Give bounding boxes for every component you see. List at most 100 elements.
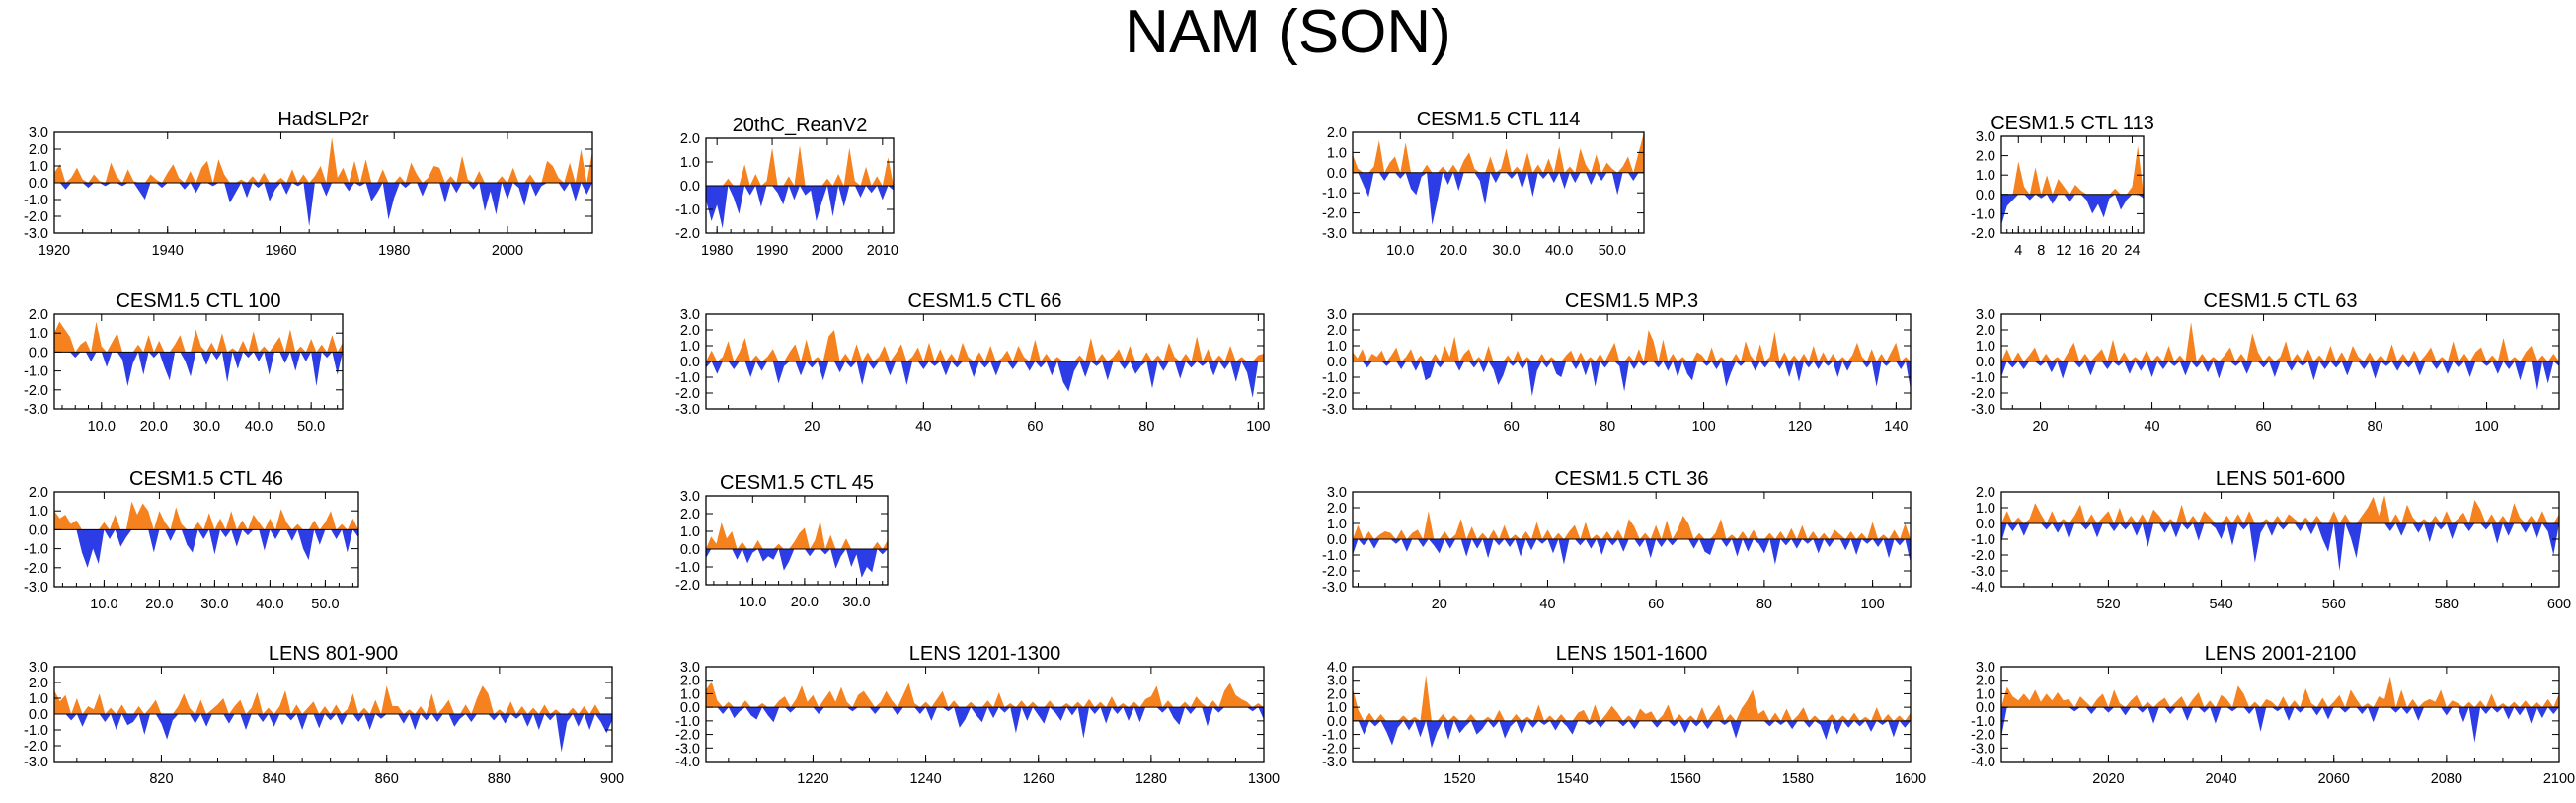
negative-anomaly-area — [706, 186, 894, 229]
panel-title: LENS 801-900 — [269, 643, 398, 665]
x-tick-label: 120 — [1788, 419, 1812, 435]
y-tick-label: 3.0 — [1976, 129, 1995, 145]
y-tick-label: -2.0 — [675, 728, 700, 744]
y-tick-label: -2.0 — [675, 226, 700, 242]
y-tick-label: 2.0 — [680, 507, 700, 522]
x-tick-label: 1560 — [1670, 771, 1701, 787]
y-tick-label: -3.0 — [24, 402, 48, 418]
panel-title: LENS 1501-1600 — [1556, 643, 1707, 665]
x-tick-label: 1240 — [909, 771, 941, 787]
panel-title: HadSLP2r — [277, 109, 369, 130]
x-tick-label: 80 — [1138, 419, 1154, 435]
panel-title: CESM1.5 MP.3 — [1565, 290, 1698, 312]
negative-anomaly-area — [54, 183, 592, 227]
x-tick-label: 1260 — [1023, 771, 1054, 787]
x-tick-label: 80 — [2367, 419, 2382, 435]
panel-title: CESM1.5 CTL 45 — [720, 472, 874, 494]
y-tick-label: -3.0 — [675, 402, 700, 418]
y-tick-label: -2.0 — [24, 739, 48, 755]
plot-frame — [705, 495, 889, 586]
negative-anomaly-area — [54, 352, 343, 386]
x-tick-label: 580 — [2435, 597, 2459, 612]
y-tick-label: 0.0 — [680, 700, 700, 716]
x-tick-label: 50.0 — [297, 419, 325, 435]
x-tick-label: 20 — [2032, 419, 2048, 435]
y-tick-label: 2.0 — [29, 676, 48, 691]
negative-anomaly-area — [706, 361, 1264, 398]
y-tick-label: -2.0 — [675, 386, 700, 402]
chart-panel-7: CESM1.5 CTL 63 -3.0-2.0-1.00.01.02.03.0 20… — [1971, 290, 2560, 435]
x-tick-label: 140 — [1884, 419, 1908, 435]
x-tick-label: 12 — [2056, 243, 2071, 259]
y-tick-label: 3.0 — [1327, 674, 1347, 689]
y-tick-label: -3.0 — [1322, 402, 1347, 418]
y-tick-label: 2.0 — [1327, 323, 1347, 339]
plot-frame — [53, 491, 359, 588]
y-tick-label: 2.0 — [1327, 686, 1347, 702]
x-tick-label: 60 — [1504, 419, 1520, 435]
y-tick-label: -1.0 — [1322, 370, 1347, 386]
x-tick-label: 1600 — [1895, 771, 1926, 787]
x-tick-label: 100 — [1246, 419, 1270, 435]
negative-anomaly-area — [1353, 172, 1644, 225]
x-tick-label: 20 — [1432, 597, 1447, 612]
chart-panel-3: CESM1.5 CTL 113 -2.0 -1.0 0.0 1.0 2.0 3.0 4 8 12 1… — [1971, 113, 2154, 259]
x-tick-label: 1980 — [701, 243, 733, 259]
x-tick-label: 40.0 — [256, 597, 283, 612]
y-tick-label: -3.0 — [24, 226, 48, 242]
y-tick-label: 2.0 — [1327, 501, 1347, 517]
y-tick-label: -1.0 — [24, 193, 48, 208]
chart-panel-13: LENS 1201-1300 -4.0-3.0-2.0-1.00.01.02.03… — [675, 643, 1280, 787]
y-tick-label: -2.0 — [675, 578, 700, 594]
x-tick-label: 50.0 — [1599, 243, 1626, 259]
x-tick-label: 880 — [488, 771, 511, 787]
y-tick-label: -3.0 — [1971, 402, 1995, 418]
panel-title: 20thC_ReanV2 — [733, 115, 868, 136]
x-tick-label: 2040 — [2205, 771, 2236, 787]
negative-anomaly-area — [54, 529, 358, 568]
x-tick-label: 16 — [2078, 243, 2094, 259]
y-tick-label: 0.0 — [1327, 714, 1347, 730]
x-tick-label: 40 — [915, 419, 931, 435]
x-tick-label: 60 — [1648, 597, 1664, 612]
positive-anomaly-area — [1353, 330, 1911, 361]
x-tick-label: 820 — [149, 771, 173, 787]
x-tick-label: 20 — [804, 419, 820, 435]
positive-anomaly-area — [1353, 132, 1644, 173]
y-tick-label: 2.0 — [680, 674, 700, 689]
x-tick-label: 4 — [2014, 243, 2022, 259]
negative-anomaly-area — [1353, 539, 1911, 565]
y-tick-label: 1.0 — [1327, 700, 1347, 716]
y-tick-label: 1.0 — [1976, 686, 1995, 702]
y-tick-label: 3.0 — [680, 307, 700, 323]
plot-frame — [705, 666, 1265, 763]
x-tick-label: 10.0 — [90, 597, 117, 612]
negative-anomaly-area — [1353, 361, 1911, 397]
y-tick-label: 0.0 — [29, 522, 48, 538]
y-tick-label: -3.0 — [1322, 755, 1347, 770]
positive-anomaly-area — [54, 501, 358, 530]
y-tick-label: 1.0 — [1327, 339, 1347, 355]
plot-frame — [1352, 131, 1645, 234]
negative-anomaly-area — [706, 549, 888, 578]
y-tick-label: -3.0 — [1971, 741, 1995, 757]
y-tick-label: 3.0 — [680, 660, 700, 676]
y-tick-label: 2.0 — [680, 131, 700, 147]
y-tick-label: -1.0 — [675, 202, 700, 218]
x-tick-label: 10.0 — [88, 419, 116, 435]
chart-panel-15: LENS 2001-2100 -4.0-3.0-2.0-1.00.01.02.03… — [1971, 643, 2575, 787]
x-tick-label: 30.0 — [1492, 243, 1520, 259]
chart-panel-0: HadSLP2r -3.0-2.0-1.00.01.02.03.0 1920 1940… — [24, 109, 593, 259]
x-tick-label: 2010 — [867, 243, 898, 259]
x-tick-label: 30.0 — [842, 595, 870, 610]
y-tick-label: -1.0 — [675, 370, 700, 386]
y-tick-label: -1.0 — [675, 714, 700, 730]
y-tick-label: -2.0 — [1322, 386, 1347, 402]
x-tick-label: 8 — [2037, 243, 2045, 259]
y-tick-label: 3.0 — [1327, 485, 1347, 501]
figure-title: NAM (SON) — [1125, 0, 1451, 66]
y-tick-label: -1.0 — [24, 542, 48, 558]
x-tick-label: 1980 — [378, 243, 410, 259]
y-tick-label: -2.0 — [24, 561, 48, 577]
